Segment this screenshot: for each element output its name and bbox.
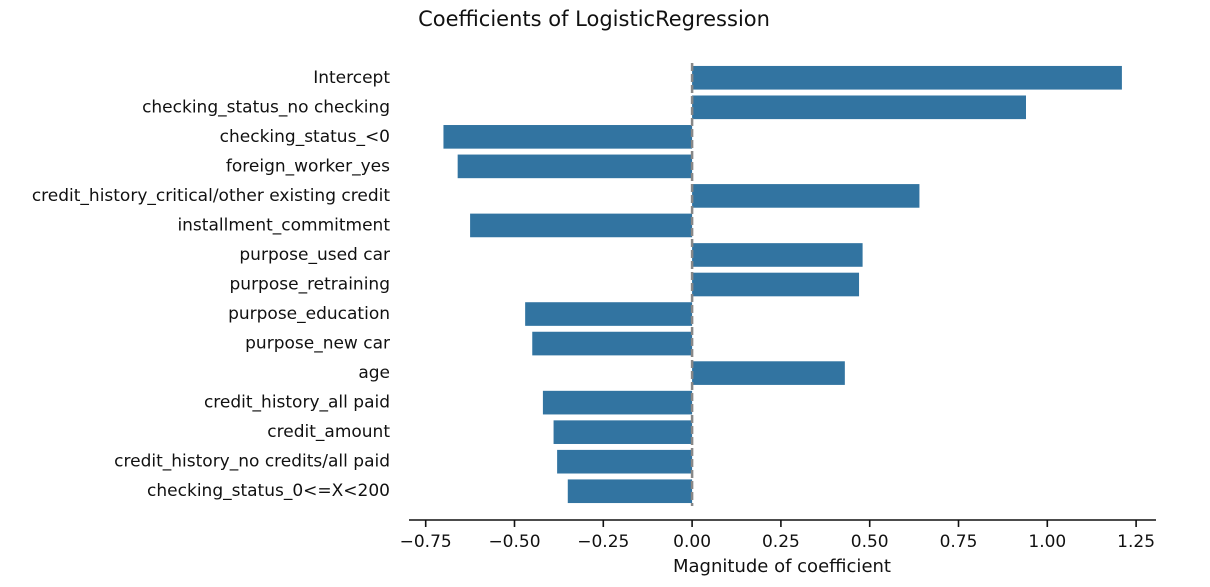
- bar: [525, 302, 693, 326]
- x-tick-label: 1.25: [1117, 532, 1155, 552]
- y-tick-label: age: [358, 363, 390, 383]
- y-tick-label: purpose_education: [228, 304, 390, 324]
- x-tick-label: 0.75: [940, 532, 978, 552]
- x-tick-label: −0.75: [400, 532, 452, 552]
- y-tick-label: purpose_retraining: [230, 275, 391, 295]
- bar: [470, 213, 693, 238]
- chart-title: Coefficients of LogisticRegression: [418, 7, 770, 31]
- bar: [557, 449, 693, 474]
- bar: [692, 65, 1122, 90]
- x-tick-label: −0.50: [488, 532, 540, 552]
- y-tick-label: Intercept: [313, 68, 390, 88]
- bar: [542, 390, 693, 415]
- bar: [443, 125, 693, 149]
- y-tick-label: installment_commitment: [177, 215, 390, 235]
- x-axis-label: Magnitude of coefficient: [673, 556, 891, 577]
- x-tick-label: 0.00: [673, 532, 711, 552]
- y-tick-label: credit_history_critical/other existing c…: [32, 186, 391, 206]
- bar: [692, 361, 845, 385]
- y-tick-label: checking_status_0<=X<200: [147, 481, 390, 501]
- bar: [567, 479, 693, 504]
- y-tick-label: credit_history_all paid: [204, 393, 390, 413]
- bar: [692, 272, 860, 297]
- bar: [692, 243, 863, 267]
- x-tick-label: 0.50: [851, 532, 889, 552]
- y-tick-label: credit_amount: [267, 422, 390, 442]
- x-tick-label: −0.25: [577, 532, 629, 552]
- x-tick-label: 1.00: [1028, 532, 1066, 552]
- y-tick-label: checking_status_<0: [220, 127, 390, 147]
- bar: [532, 331, 693, 356]
- y-tick-label: foreign_worker_yes: [226, 156, 390, 176]
- y-tick-label: purpose_used car: [239, 245, 390, 265]
- bar: [553, 420, 693, 444]
- y-tick-label: credit_history_no credits/all paid: [114, 452, 390, 472]
- bar: [692, 95, 1026, 120]
- x-tick-label: 0.25: [762, 532, 800, 552]
- y-tick-label: purpose_new car: [245, 334, 390, 354]
- bar: [692, 184, 920, 208]
- y-tick-label: checking_status_no checking: [142, 97, 390, 117]
- bar: [457, 154, 693, 179]
